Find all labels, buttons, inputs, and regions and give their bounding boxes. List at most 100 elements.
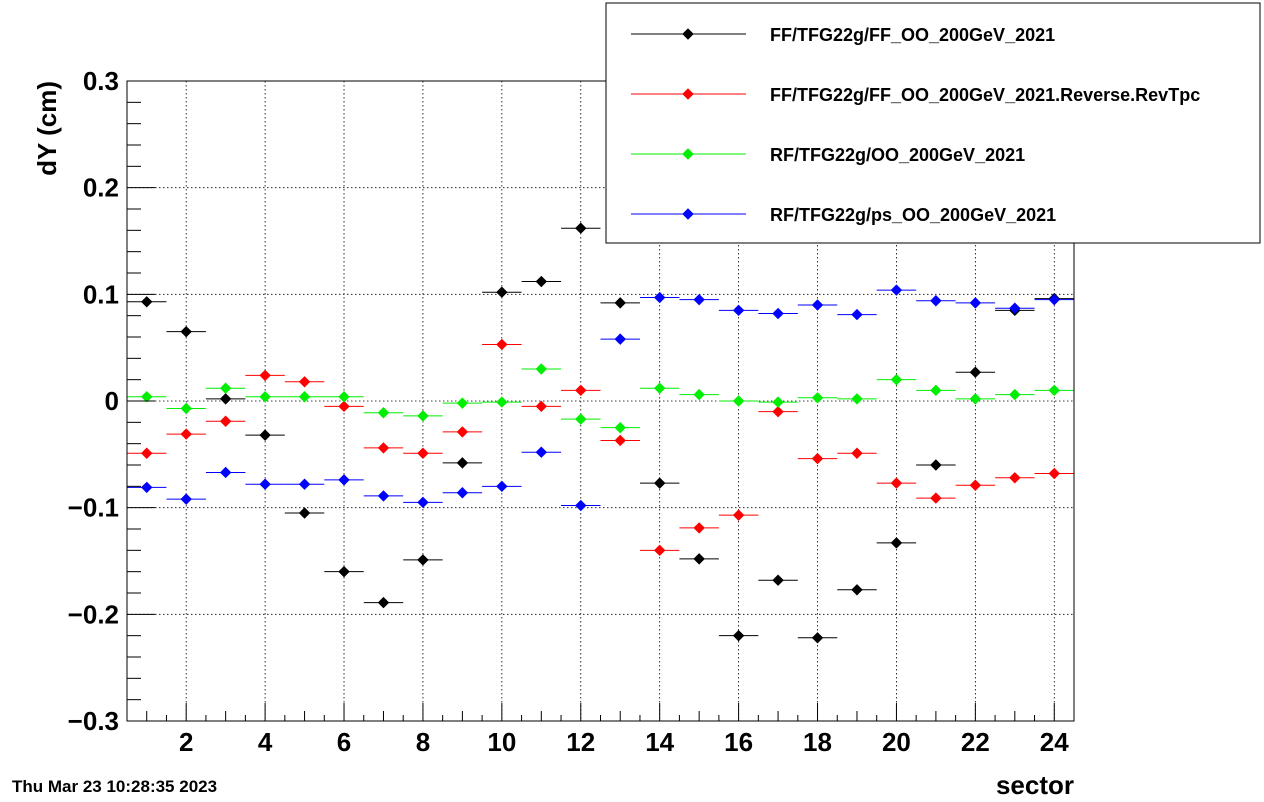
data-point (259, 391, 271, 403)
data-point (298, 507, 311, 519)
legend-label: FF/TFG22g/FF_OO_200GeV_2021 (770, 25, 1055, 45)
data-point (496, 396, 508, 408)
data-point (535, 363, 548, 375)
legend-label: RF/TFG22g/ps_OO_200GeV_2021 (770, 205, 1056, 225)
y-tick-label: −0.1 (68, 493, 119, 523)
data-point (535, 446, 548, 458)
data-point (851, 393, 863, 405)
data-point (338, 391, 350, 403)
data-point (772, 396, 784, 408)
data-point (693, 522, 705, 534)
series-1 (127, 222, 1074, 644)
data-point (298, 391, 311, 403)
data-point (969, 393, 982, 405)
data-point (575, 499, 587, 512)
x-tick-label: 12 (566, 727, 595, 757)
data-point (141, 481, 153, 494)
data-point (219, 393, 232, 405)
data-point (890, 284, 903, 296)
y-tick-label: −0.2 (68, 599, 119, 629)
data-point (141, 391, 153, 403)
legend-box (605, 2, 1261, 244)
y-tick-label: 0.2 (83, 173, 119, 203)
data-point (851, 584, 863, 596)
data-point (259, 429, 271, 441)
data-point (969, 297, 982, 309)
timestamp: Thu Mar 23 10:28:35 2023 (12, 777, 218, 796)
data-point (732, 509, 745, 521)
data-point (614, 333, 626, 345)
data-point (653, 477, 666, 489)
data-point (1048, 467, 1060, 480)
legend-label: RF/TFG22g/OO_200GeV_2021 (770, 145, 1025, 165)
data-point (732, 629, 745, 642)
data-point (377, 596, 390, 609)
data-point (653, 382, 666, 394)
y-tick-label: 0.3 (83, 66, 119, 96)
data-point (496, 480, 508, 493)
data-point (219, 466, 232, 479)
data-point (338, 474, 350, 486)
data-point (890, 373, 903, 386)
data-point (180, 493, 192, 505)
data-point (772, 405, 784, 418)
legend-marker (682, 28, 694, 40)
data-point (417, 447, 429, 459)
series-2 (127, 338, 1074, 557)
data-point (930, 459, 942, 471)
data-point (890, 537, 903, 549)
data-point (417, 410, 429, 422)
x-tick-label: 2 (179, 727, 193, 757)
x-tick-label: 20 (882, 727, 911, 757)
legend-marker (682, 148, 694, 160)
data-point (732, 395, 745, 407)
data-series (127, 222, 1074, 644)
data-point (1009, 302, 1021, 314)
legend: FF/TFG22g/FF_OO_200GeV_2021 FF/TFG22g/FF_… (605, 2, 1261, 244)
y-tick-label: 0.1 (83, 279, 119, 309)
data-point (535, 275, 548, 288)
x-axis-title: sector (996, 770, 1074, 800)
data-point (259, 369, 271, 382)
data-point (811, 452, 824, 465)
data-point (141, 447, 153, 459)
data-point (811, 392, 824, 404)
data-point (338, 565, 350, 578)
series-3 (127, 363, 1074, 434)
data-point (456, 397, 469, 409)
data-point (851, 447, 863, 459)
data-point (575, 222, 587, 234)
x-tick-label: 24 (1040, 727, 1069, 757)
data-point (219, 415, 232, 427)
data-point (535, 400, 548, 413)
x-tick-label: 18 (803, 727, 832, 757)
data-point (614, 421, 626, 434)
data-point (219, 382, 232, 394)
data-point (575, 384, 587, 397)
x-tick-label: 16 (724, 727, 753, 757)
legend-label: FF/TFG22g/FF_OO_200GeV_2021.Reverse.RevT… (770, 85, 1200, 105)
x-tick-label: 14 (645, 727, 674, 757)
data-point (1048, 293, 1060, 306)
data-point (653, 544, 666, 557)
data-point (930, 492, 942, 504)
data-point (575, 413, 587, 425)
data-point (890, 477, 903, 489)
data-point (496, 338, 508, 351)
data-point (377, 407, 390, 419)
data-point (496, 286, 508, 298)
legend-marker (682, 208, 694, 220)
data-point (1009, 472, 1021, 484)
series-4 (127, 284, 1074, 512)
y-tick-label: 0 (105, 386, 119, 416)
data-point (614, 434, 626, 447)
data-point (772, 307, 784, 320)
y-axis-title: dY (cm) (32, 81, 62, 176)
data-point (180, 428, 192, 440)
data-point (930, 295, 942, 307)
data-point (1048, 384, 1060, 397)
data-point (772, 574, 784, 586)
data-point (298, 478, 311, 490)
axes: 2 4 6 8 10 12 14 16 18 20 22 24−0.3−0.2−0.100.10.20… (68, 66, 1070, 757)
data-point (377, 490, 390, 502)
